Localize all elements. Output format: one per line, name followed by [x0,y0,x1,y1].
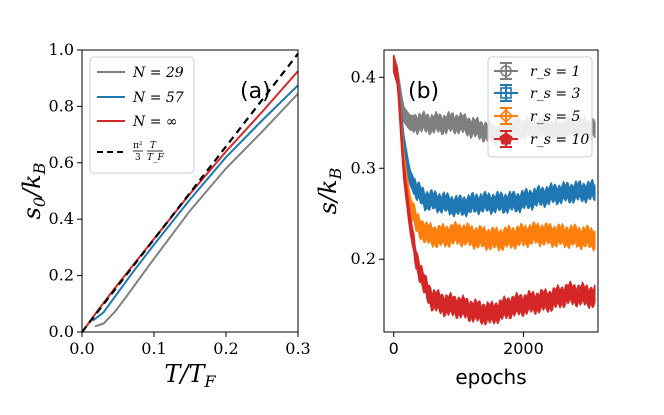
panel-b-legend-box [487,56,593,158]
panel-a-legend: N = 29 N = 57 N = ∞ π² 3 T T_F [89,56,195,174]
series-rs5-band [392,54,596,252]
legend-swatch-rs5 [494,107,518,125]
panel-a-x-tick-label: 0.3 [285,339,310,358]
legend-label-rs5: r_s = 5 [530,109,581,125]
formula-three: 3 [135,153,141,163]
legend-label-ninf: N = ∞ [132,114,178,130]
panel-b: 0 2000 0.20.30.4 (b) r_s = 1 r_ [314,49,599,389]
panel-a-legend-box [89,56,195,174]
panel-b-x-ticks: 0 2000 [389,332,544,358]
panel-a-y-ticks: 0.0 0.2 0.4 0.6 0.8 1.0 [49,40,82,341]
panel-b-y-axis-label: s/kB [314,167,345,214]
panel-a-y-axis-label: s0/kB [18,162,49,219]
series-n57-line [92,84,299,322]
series-rs3-band [392,55,596,218]
panel-b-legend: r_s = 1 r_s = 3 r_s = 5 [487,56,593,158]
formula-tf: T_F [147,153,165,163]
panel-a-x-tick-label: 0.2 [213,339,238,358]
panel-a-y-tick-label: 1.0 [49,40,74,59]
series-rs10-band [392,54,596,326]
panel-b-x-tick-label: 2000 [503,339,544,358]
panel-a-x-ticks: 0.0 0.1 0.2 0.3 [69,332,311,358]
panel-a-y-tick-label: 0.6 [49,153,74,172]
panel-a-frame [81,49,299,333]
legend-swatch-rs3 [494,84,518,102]
panel-a-label: (a) [240,79,271,104]
legend-label-formula: π² 3 T T_F [133,141,165,163]
panel-b-label: (b) [408,79,439,104]
panel-b-y-ticks: 0.2 0.3 0.4 [351,67,384,268]
panel-a-x-tick-label: 0.1 [141,339,166,358]
panel-b-y-tick-label: 0.3 [351,158,376,177]
panel-a-series [81,53,299,333]
legend-label-n29: N = 29 [132,65,184,81]
series-formula-line [81,53,299,333]
legend-label-rs3: r_s = 3 [530,86,581,102]
panel-a-y-tick-label: 0.4 [49,209,74,228]
panel-b-y-tick-label: 0.2 [351,249,376,268]
panel-b-y-tick-label: 0.4 [351,67,376,86]
panel-b-x-axis-label: epochs [455,365,526,389]
legend-label-rs1: r_s = 1 [530,64,580,80]
panel-a: 0.0 0.1 0.2 0.3 0.0 0.2 0.4 0.6 0.8 1.0 (a) N = … [18,40,311,391]
legend-label-rs10: r_s = 10 [530,132,589,148]
panel-a-x-axis-label: T/TF [164,360,216,391]
panel-b-x-tick-label: 0 [389,339,399,358]
panel-a-y-tick-label: 0.8 [49,96,74,115]
formula-pi-squared: π² [133,141,143,151]
series-n29-line [94,93,299,328]
panel-a-x-tick-label: 0.0 [69,339,94,358]
legend-swatch-rs10 [494,130,518,148]
panel-a-y-tick-label: 0.0 [49,322,74,341]
legend-swatch-rs1 [494,62,518,80]
panel-b-frame [383,49,599,333]
legend-label-n57: N = 57 [132,90,184,106]
formula-t: T [150,141,157,151]
panel-a-y-tick-label: 0.2 [49,266,74,285]
